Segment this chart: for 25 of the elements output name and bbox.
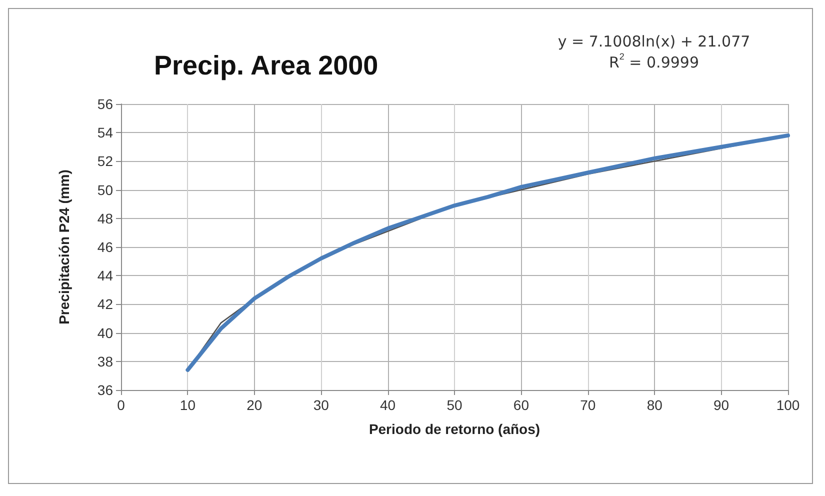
- x-tick-label: 40: [380, 397, 396, 413]
- x-tick-label: 70: [580, 397, 596, 413]
- y-axis-title: Precipitación P24 (mm): [56, 170, 72, 324]
- y-tick-label: 42: [97, 296, 114, 312]
- y-tick-label: 40: [97, 324, 114, 341]
- x-tick-label: 50: [446, 397, 462, 413]
- y-tick-label: 52: [97, 153, 114, 170]
- x-tick-label: 80: [646, 397, 663, 413]
- x-tick-label: 90: [714, 397, 730, 413]
- x-tick-label: 30: [313, 397, 330, 413]
- y-tick-label: 44: [97, 268, 114, 284]
- x-tick-label: 10: [180, 397, 196, 413]
- y-tick-label: 54: [97, 124, 114, 141]
- y-tick-label: 50: [97, 182, 114, 198]
- y-tick-label: 36: [97, 382, 114, 398]
- x-tick-label: 100: [776, 397, 800, 413]
- chart-title: Precip. Area 2000: [154, 50, 378, 80]
- x-tick-label: 20: [246, 397, 262, 413]
- y-tick-label: 46: [97, 239, 114, 255]
- x-tick-label: 0: [117, 397, 126, 413]
- x-axis-title: Periodo de retorno (años): [368, 421, 540, 437]
- x-tick-label: 60: [513, 397, 530, 413]
- y-tick-label: 56: [97, 96, 114, 112]
- y-tick-label: 38: [97, 353, 114, 370]
- y-tick-label: 48: [97, 210, 114, 226]
